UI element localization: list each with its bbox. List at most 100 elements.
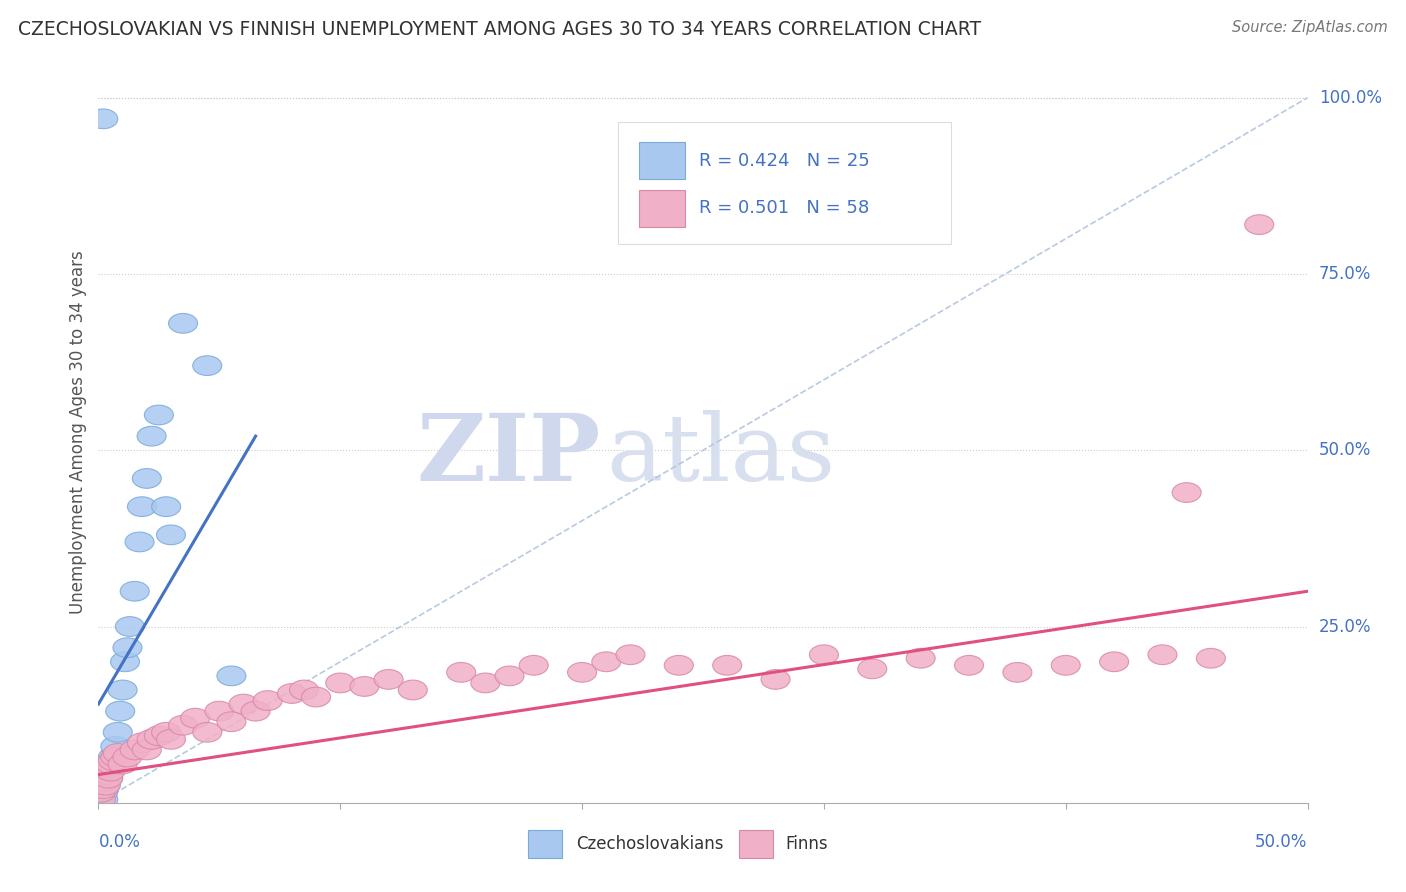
Ellipse shape: [905, 648, 935, 668]
Ellipse shape: [301, 687, 330, 706]
Ellipse shape: [132, 740, 162, 760]
Ellipse shape: [374, 670, 404, 690]
Ellipse shape: [253, 690, 283, 710]
Ellipse shape: [519, 656, 548, 675]
Ellipse shape: [138, 730, 166, 749]
Ellipse shape: [290, 680, 319, 700]
Text: ZIP: ZIP: [416, 409, 600, 500]
Ellipse shape: [398, 680, 427, 700]
Ellipse shape: [103, 723, 132, 742]
Ellipse shape: [1173, 483, 1201, 502]
Ellipse shape: [1197, 648, 1226, 668]
Ellipse shape: [568, 663, 596, 682]
Ellipse shape: [1052, 656, 1080, 675]
Ellipse shape: [169, 313, 198, 334]
FancyBboxPatch shape: [619, 121, 950, 244]
Text: 75.0%: 75.0%: [1319, 265, 1371, 283]
Ellipse shape: [447, 663, 475, 682]
Ellipse shape: [169, 715, 198, 735]
Ellipse shape: [112, 638, 142, 657]
Text: 50.0%: 50.0%: [1256, 833, 1308, 851]
Ellipse shape: [229, 694, 259, 714]
Ellipse shape: [96, 761, 125, 780]
Ellipse shape: [152, 723, 180, 742]
Ellipse shape: [89, 789, 118, 809]
Text: 100.0%: 100.0%: [1319, 88, 1382, 107]
Text: 0.0%: 0.0%: [98, 833, 141, 851]
Ellipse shape: [145, 726, 173, 746]
Ellipse shape: [616, 645, 645, 665]
Ellipse shape: [350, 677, 380, 697]
Ellipse shape: [1244, 215, 1274, 235]
Ellipse shape: [120, 740, 149, 760]
Ellipse shape: [495, 666, 524, 686]
Ellipse shape: [98, 751, 128, 771]
Ellipse shape: [205, 701, 233, 721]
Text: R = 0.424   N = 25: R = 0.424 N = 25: [699, 152, 870, 169]
Ellipse shape: [89, 779, 118, 798]
Text: Source: ZipAtlas.com: Source: ZipAtlas.com: [1232, 20, 1388, 35]
Ellipse shape: [91, 775, 120, 795]
Ellipse shape: [128, 733, 156, 753]
Ellipse shape: [592, 652, 621, 672]
Ellipse shape: [217, 666, 246, 686]
Bar: [527, 830, 561, 858]
Ellipse shape: [96, 757, 125, 778]
Ellipse shape: [664, 656, 693, 675]
Ellipse shape: [94, 768, 122, 788]
Ellipse shape: [105, 701, 135, 721]
Ellipse shape: [94, 768, 122, 788]
Ellipse shape: [713, 656, 742, 675]
Ellipse shape: [101, 747, 129, 767]
Ellipse shape: [145, 405, 173, 425]
Ellipse shape: [152, 497, 180, 516]
Ellipse shape: [120, 582, 149, 601]
Ellipse shape: [761, 670, 790, 690]
Ellipse shape: [193, 356, 222, 376]
Ellipse shape: [138, 426, 166, 446]
Ellipse shape: [471, 673, 501, 693]
Ellipse shape: [277, 683, 307, 704]
Ellipse shape: [156, 525, 186, 545]
Ellipse shape: [108, 680, 138, 700]
Ellipse shape: [125, 532, 155, 552]
Ellipse shape: [858, 659, 887, 679]
Ellipse shape: [217, 712, 246, 731]
Bar: [638, 190, 685, 227]
Ellipse shape: [1147, 645, 1177, 665]
Text: 50.0%: 50.0%: [1319, 442, 1371, 459]
Ellipse shape: [156, 730, 186, 749]
Ellipse shape: [94, 757, 122, 778]
Text: atlas: atlas: [606, 409, 835, 500]
Ellipse shape: [240, 701, 270, 721]
Ellipse shape: [89, 109, 118, 128]
Ellipse shape: [810, 645, 838, 665]
Ellipse shape: [111, 652, 139, 672]
Text: R = 0.501   N = 58: R = 0.501 N = 58: [699, 199, 870, 218]
Y-axis label: Unemployment Among Ages 30 to 34 years: Unemployment Among Ages 30 to 34 years: [69, 251, 87, 615]
Ellipse shape: [180, 708, 209, 728]
Ellipse shape: [98, 747, 128, 767]
Bar: [740, 830, 773, 858]
Ellipse shape: [91, 764, 120, 784]
Text: 25.0%: 25.0%: [1319, 617, 1371, 635]
Ellipse shape: [108, 754, 138, 774]
Ellipse shape: [89, 772, 118, 791]
Ellipse shape: [86, 782, 115, 802]
Text: CZECHOSLOVAKIAN VS FINNISH UNEMPLOYMENT AMONG AGES 30 TO 34 YEARS CORRELATION CH: CZECHOSLOVAKIAN VS FINNISH UNEMPLOYMENT …: [18, 20, 981, 38]
Ellipse shape: [86, 789, 115, 809]
Ellipse shape: [193, 723, 222, 742]
Ellipse shape: [1099, 652, 1129, 672]
Ellipse shape: [1002, 663, 1032, 682]
Ellipse shape: [132, 468, 162, 488]
Ellipse shape: [103, 744, 132, 764]
Text: Czechoslovakians: Czechoslovakians: [576, 835, 724, 854]
Ellipse shape: [89, 782, 118, 802]
Ellipse shape: [112, 747, 142, 767]
Ellipse shape: [955, 656, 984, 675]
Ellipse shape: [115, 616, 145, 636]
Ellipse shape: [326, 673, 354, 693]
Text: Finns: Finns: [785, 835, 828, 854]
Ellipse shape: [91, 775, 120, 795]
Ellipse shape: [96, 754, 125, 774]
